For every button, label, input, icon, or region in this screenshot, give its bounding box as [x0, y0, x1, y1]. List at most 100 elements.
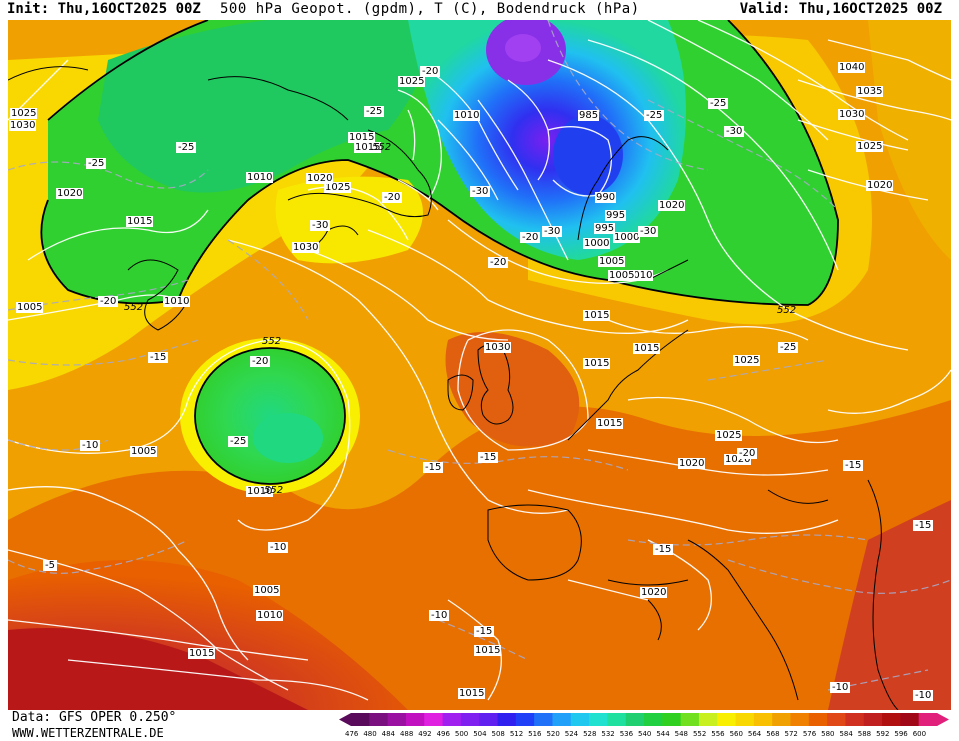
temperature-label: -15 [474, 626, 495, 637]
pressure-label: 1000 [583, 238, 611, 249]
pressure-label: 1010 [246, 172, 274, 183]
scale-swatch [680, 713, 700, 726]
map-title: 500 hPa Geopot. (gpdm), T (C), Bodendruc… [220, 1, 640, 17]
pressure-label: 1025 [10, 108, 38, 119]
scale-swatch [351, 713, 370, 726]
pressure-label: 1020 [306, 173, 334, 184]
scale-swatch [772, 713, 791, 726]
scale-swatch [442, 713, 462, 726]
scale-swatch [405, 713, 425, 726]
isobars [8, 20, 951, 701]
orange-region-ne [868, 20, 951, 260]
scale-tick-label: 556 [711, 730, 725, 738]
pressure-label: 552 [777, 305, 797, 316]
scale-swatch [827, 713, 846, 726]
pressure-label: 1010 [256, 610, 284, 621]
scale-swatch [790, 713, 810, 726]
cold-core-inner [505, 34, 541, 62]
weather-map: 1025 1020 1010 1015 1040 1035 1030 1025 1020 1015… [8, 20, 951, 710]
scale-swatch [497, 713, 517, 726]
pressure-label: 995 [594, 223, 616, 234]
scale-swatch [753, 713, 773, 726]
color-scale-bar [339, 713, 949, 726]
scale-tick-label: 580 [821, 730, 835, 738]
temperature-label: -10 [913, 690, 934, 701]
temperature-label: -15 [423, 462, 444, 473]
scale-tick-label: 504 [473, 730, 487, 738]
temperature-label: -20 [98, 296, 119, 307]
temperature-label: -15 [478, 452, 499, 463]
temperature-label: -15 [148, 352, 169, 363]
scale-tick-label: 596 [894, 730, 908, 738]
temperature-label: -15 [653, 544, 674, 555]
scale-swatch [515, 713, 535, 726]
scale-tick-label: 480 [363, 730, 377, 738]
scale-tick-label: 540 [638, 730, 652, 738]
scale-tick-label: 568 [766, 730, 780, 738]
pressure-label: 990 [595, 192, 617, 203]
pressure-label: 1025 [324, 182, 352, 193]
pressure-label: 1015 [348, 132, 376, 143]
scale-tick-label: 484 [381, 730, 395, 738]
temperature-label: -10 [268, 542, 289, 553]
pressure-label: 552 [372, 142, 392, 153]
scale-swatch [589, 713, 608, 726]
cold-core-blue [553, 115, 623, 195]
scale-swatch [369, 713, 389, 726]
pressure-label: 1000 [613, 232, 641, 243]
cutoff-low-core [253, 413, 323, 463]
pressure-label: 1020 [866, 180, 894, 191]
scale-swatch [387, 713, 407, 726]
pressure-label: 1010 [626, 270, 654, 281]
pressure-label: 552 [262, 336, 282, 347]
scale-swatch [534, 713, 553, 726]
valid-time: Valid: Thu,16OCT2025 00Z [739, 1, 942, 17]
color-scale: 476 480 484 488 492 496 500 504 508 512 516 520 524 5… [337, 713, 957, 739]
scale-tick-label: 600 [912, 730, 927, 738]
scale-tick-label: 512 [509, 730, 524, 738]
temperature-label: -20 [488, 257, 509, 268]
scale-swatch [918, 713, 938, 726]
temperature-label: -25 [228, 436, 249, 447]
pressure-labels: 1025 1020 1010 1015 1040 1035 1030 1025 1020 1015… [8, 20, 951, 710]
scale-tick-label: 584 [839, 730, 853, 738]
pressure-label: 552 [124, 302, 144, 313]
map-footer: Data: GFS OPER 0.250° WWW.WETTERZENTRALE… [0, 710, 959, 741]
pressure-label: 1020 [724, 454, 752, 465]
scale-tick-label: 564 [747, 730, 762, 738]
red-region-e [828, 500, 951, 710]
temperature-label: -10 [429, 610, 450, 621]
pressure-label: 985 [578, 110, 600, 121]
scale-swatch [644, 713, 663, 726]
pressure-label: 1020 [640, 587, 668, 598]
map-canvas [8, 20, 951, 710]
scale-arrow-right [937, 713, 949, 726]
temperature-label: -30 [638, 226, 659, 237]
pressure-label: 1020 [658, 200, 686, 211]
pressure-label: 1030 [838, 109, 866, 120]
scale-swatch [735, 713, 755, 726]
pressure-label: 1015 [474, 645, 502, 656]
scale-tick-label: 576 [802, 730, 817, 738]
scale-tick-label: 552 [692, 730, 707, 738]
temperature-label: -20 [737, 448, 758, 459]
scale-swatch [662, 713, 682, 726]
pressure-label: 995 [605, 210, 627, 221]
contour-552 [40, 20, 839, 485]
temperature-label: -25 [86, 158, 107, 169]
scale-tick-label: 488 [399, 730, 414, 738]
temperature-label: -30 [542, 226, 563, 237]
pressure-label: 1010 [453, 110, 481, 121]
pressure-label: 1015 [596, 418, 624, 429]
map-header: Init: Thu,16OCT2025 00Z 500 hPa Geopot. … [0, 0, 959, 20]
scale-tick-label: 508 [491, 730, 505, 738]
pressure-label: 1005 [16, 302, 44, 313]
temperature-label: -10 [80, 440, 101, 451]
pressure-label: 1020 [678, 458, 706, 469]
temperature-label: -25 [176, 142, 197, 153]
pressure-label: 1025 [398, 76, 426, 87]
scale-swatch [863, 713, 883, 726]
scale-tick-label: 524 [564, 730, 579, 738]
pressure-label: 1015 [354, 142, 382, 153]
cold-low-north [408, 20, 686, 260]
